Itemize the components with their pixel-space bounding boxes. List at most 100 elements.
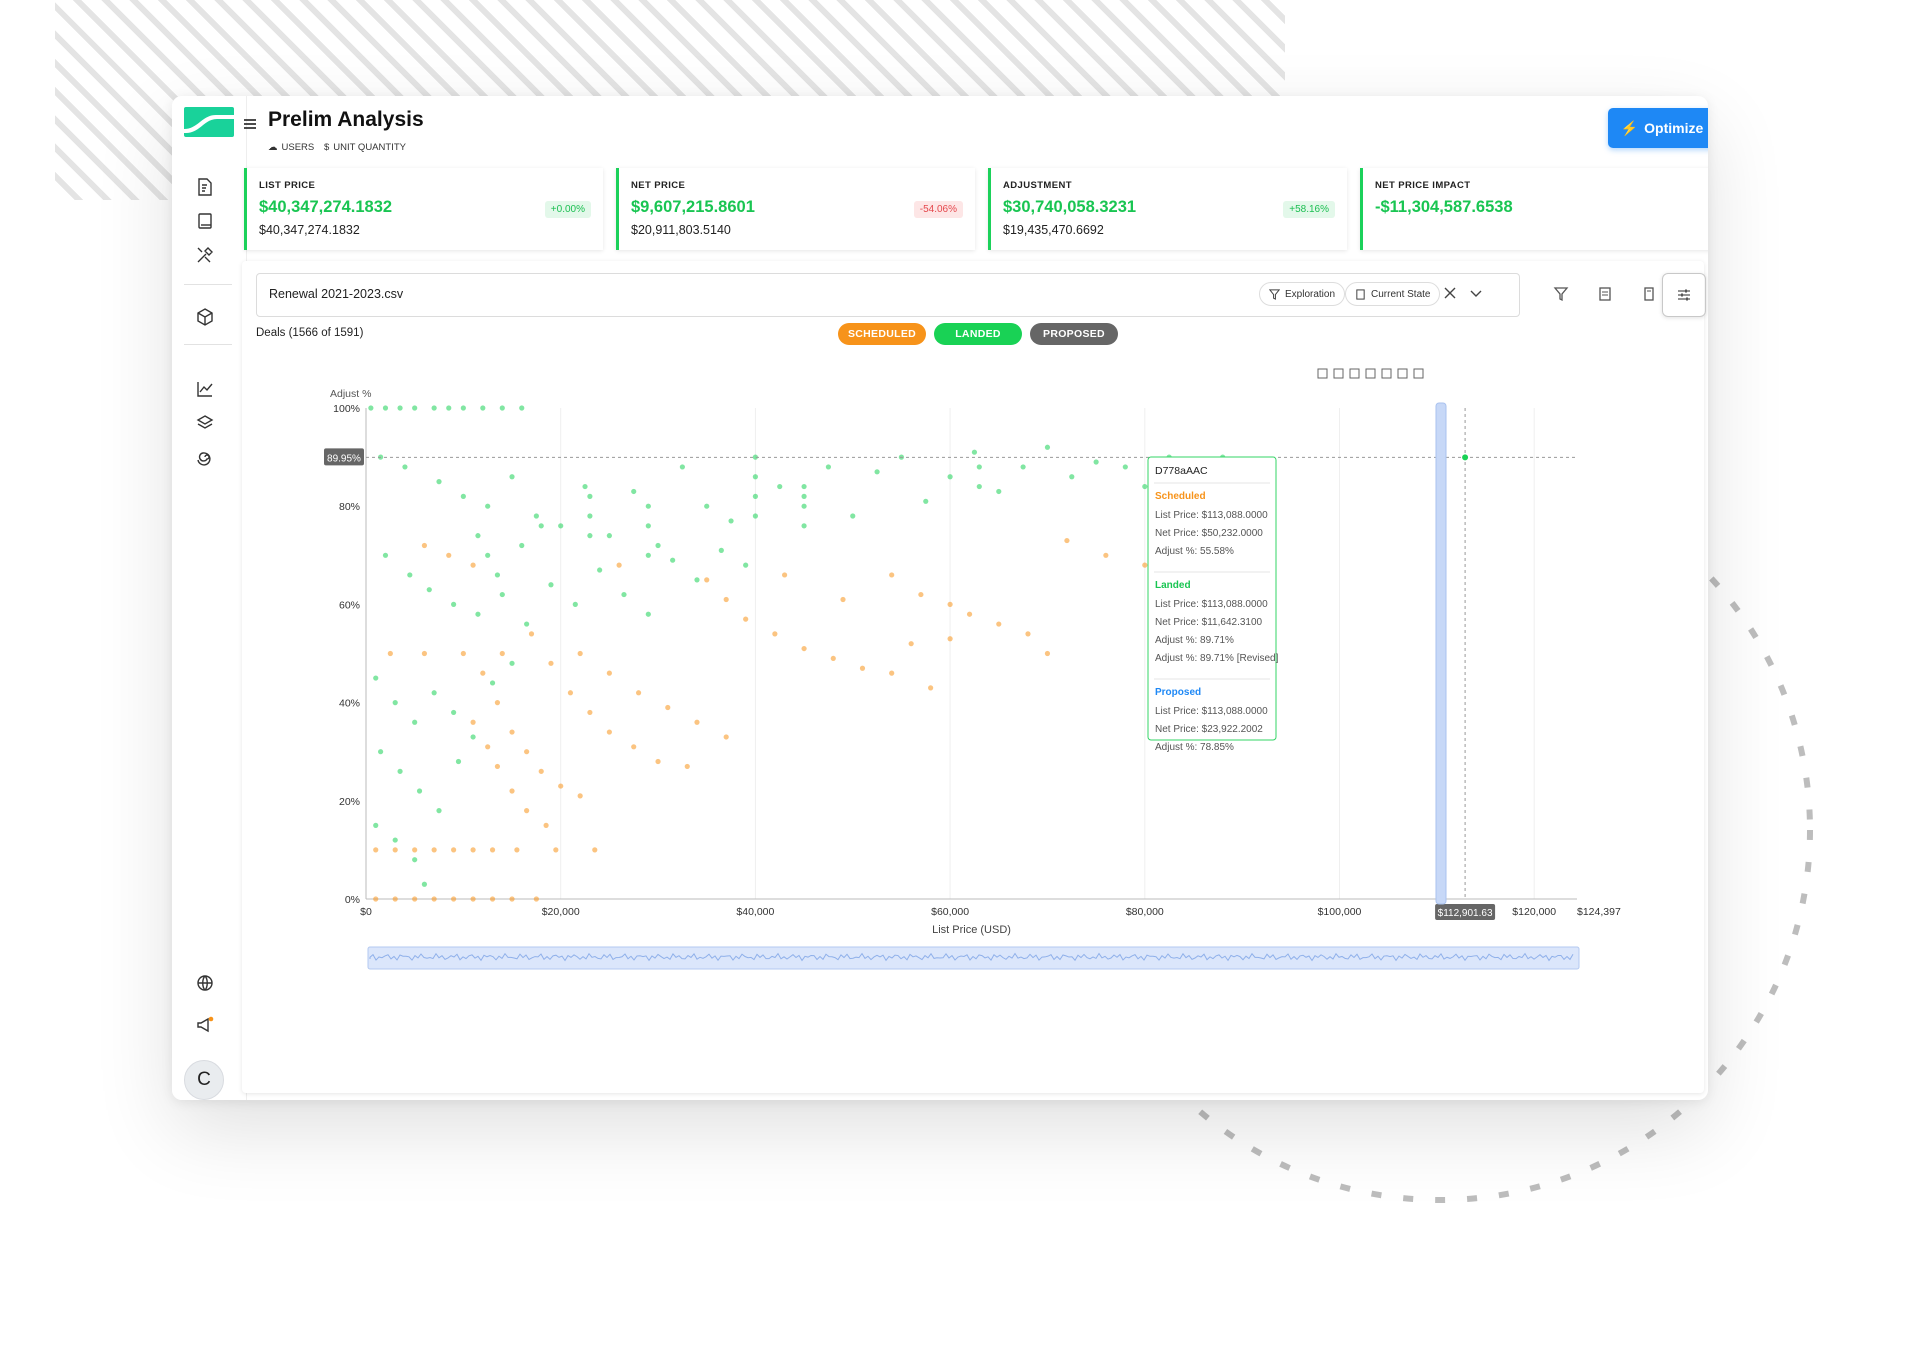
dataset-selector[interactable]: Renewal 2021-2023.csv Exploration Curren… [256,273,1520,317]
data-point-landed[interactable] [996,488,1002,495]
data-point-scheduled[interactable] [451,896,457,902]
data-point-landed[interactable] [382,405,389,411]
data-point-landed[interactable] [572,601,578,607]
data-point-scheduled[interactable] [392,847,398,853]
data-point-landed[interactable] [971,449,978,455]
data-point-scheduled[interactable] [514,847,520,853]
data-point-scheduled[interactable] [558,783,564,789]
close-icon[interactable] [1413,368,1424,379]
data-point-scheduled[interactable] [918,591,924,598]
data-point-landed[interactable] [421,881,428,887]
horizontal-zoom-slider[interactable] [367,946,1580,970]
data-point-scheduled[interactable] [373,896,379,902]
data-point-scheduled[interactable] [421,542,428,549]
list-view-button[interactable] [1584,273,1626,315]
data-point-landed[interactable] [402,464,408,470]
app-logo[interactable] [184,107,234,137]
data-point-landed[interactable] [587,533,593,539]
data-point-landed[interactable] [777,483,783,490]
data-point-landed[interactable] [801,523,807,529]
data-point-scheduled[interactable] [460,650,466,657]
data-point-landed[interactable] [485,503,491,509]
data-point-landed[interactable] [743,562,749,568]
data-point-landed[interactable] [509,660,515,666]
data-point-landed[interactable] [519,405,525,411]
data-point-landed[interactable] [475,533,481,539]
data-point-scheduled[interactable] [373,847,379,853]
pan-icon[interactable] [1317,368,1328,379]
filter-button[interactable] [1540,273,1582,315]
data-point-landed[interactable] [397,768,403,774]
data-point-scheduled[interactable] [1142,562,1148,568]
data-point-landed[interactable] [373,675,379,681]
data-point-landed[interactable] [436,808,442,814]
optimize-button[interactable]: ⚡ Optimize [1608,108,1708,148]
data-point-scheduled[interactable] [494,700,501,706]
data-point-scheduled[interactable] [524,749,530,755]
scatter-chart[interactable]: $0 $20,000 $40,000 $60,000 $80,000 $100,000 $1… [242,261,1704,1093]
data-point-scheduled[interactable] [1103,552,1109,558]
globe-icon[interactable] [194,972,216,994]
exploration-chip[interactable]: Exploration [1259,282,1346,306]
hovered-point[interactable] [1462,454,1469,461]
data-point-scheduled[interactable] [801,645,807,652]
data-point-landed[interactable] [645,611,651,617]
data-point-scheduled[interactable] [412,847,418,853]
data-point-scheduled[interactable] [524,808,530,814]
data-point-landed[interactable] [874,469,880,475]
data-point-scheduled[interactable] [548,660,554,666]
box-icon[interactable] [194,306,216,328]
legend-proposed[interactable]: PROPOSED [1030,323,1118,345]
data-point-landed[interactable] [460,405,466,411]
data-point-landed[interactable] [1142,483,1148,490]
crop-icon[interactable] [1365,368,1376,379]
data-point-scheduled[interactable] [908,641,914,647]
data-point-scheduled[interactable] [431,896,437,902]
unit-quantity-subtitle[interactable]: $ UNIT QUANTITY [324,142,406,153]
data-point-landed[interactable] [587,493,593,499]
data-point-scheduled[interactable] [543,822,549,828]
data-point-scheduled[interactable] [577,793,583,799]
data-point-landed[interactable] [412,857,418,863]
data-point-scheduled[interactable] [704,577,710,583]
data-point-landed[interactable] [485,552,491,558]
data-point-landed[interactable] [446,405,452,411]
data-point-scheduled[interactable] [485,744,491,750]
data-point-scheduled[interactable] [743,616,749,622]
data-point-scheduled[interactable] [947,636,953,642]
data-point-landed[interactable] [976,483,982,490]
data-point-scheduled[interactable] [606,729,612,735]
data-point-scheduled[interactable] [446,552,452,558]
data-point-landed[interactable] [431,405,437,411]
data-point-landed[interactable] [451,709,457,716]
data-point-scheduled[interactable] [499,650,505,657]
data-point-scheduled[interactable] [1044,650,1051,657]
data-point-scheduled[interactable] [412,896,418,902]
data-point-landed[interactable] [558,523,564,529]
data-point-landed[interactable] [694,577,700,583]
data-point-scheduled[interactable] [528,631,535,637]
data-point-landed[interactable] [416,788,423,794]
data-point-landed[interactable] [548,582,554,588]
data-point-landed[interactable] [470,734,476,740]
data-point-landed[interactable] [1093,459,1099,465]
data-point-landed[interactable] [455,758,462,765]
data-point-scheduled[interactable] [1025,631,1031,637]
data-point-landed[interactable] [412,719,418,725]
data-point-scheduled[interactable] [489,896,496,902]
data-point-landed[interactable] [670,557,676,563]
data-point-scheduled[interactable] [509,729,515,735]
current-state-chip[interactable]: Current State [1345,282,1441,306]
data-point-landed[interactable] [606,533,612,539]
data-point-landed[interactable] [704,503,710,509]
data-point-scheduled[interactable] [966,611,973,617]
data-point-landed[interactable] [752,454,758,460]
data-point-scheduled[interactable] [631,744,637,750]
data-point-scheduled[interactable] [509,788,515,794]
data-point-landed[interactable] [499,591,505,598]
data-point-landed[interactable] [480,405,486,411]
data-point-scheduled[interactable] [665,704,671,711]
data-point-scheduled[interactable] [859,665,866,671]
data-point-landed[interactable] [533,513,539,519]
data-point-landed[interactable] [524,621,530,627]
